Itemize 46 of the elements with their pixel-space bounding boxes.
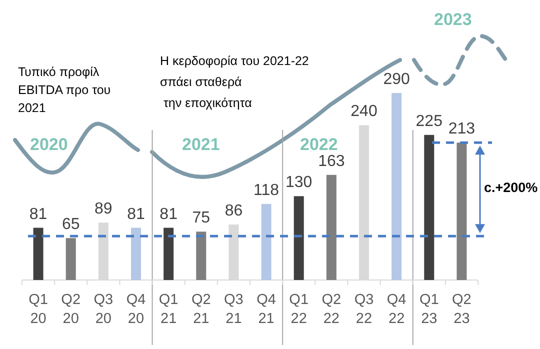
x-tick-label: Q3 21 bbox=[224, 292, 244, 327]
annotation: Τυπικό προφίλ EBITDA προ του 2021 bbox=[18, 65, 111, 115]
data-label: 118 bbox=[254, 182, 280, 199]
bar bbox=[164, 228, 174, 280]
annotation: c.+200% bbox=[484, 180, 538, 195]
x-tick-label: Q2 22 bbox=[322, 292, 342, 327]
data-label: 65 bbox=[62, 216, 80, 234]
bar bbox=[131, 228, 141, 280]
data-label: 86 bbox=[224, 202, 243, 220]
bar bbox=[33, 228, 44, 280]
text: 2023 bbox=[434, 10, 472, 29]
x-tick-label: Q1 21 bbox=[158, 292, 178, 327]
data-label: 290 bbox=[383, 71, 410, 88]
bar bbox=[261, 204, 272, 280]
data-label: 240 bbox=[350, 103, 378, 120]
annotation: 2021 bbox=[182, 135, 220, 154]
x-tick-label: Q4 21 bbox=[256, 292, 276, 327]
data-label: 81 bbox=[29, 206, 48, 223]
bar bbox=[326, 174, 336, 280]
data-label: 163 bbox=[318, 152, 345, 170]
bar bbox=[294, 196, 304, 280]
data-label: 225 bbox=[416, 112, 443, 130]
x-tick-label: Q2 20 bbox=[61, 292, 81, 327]
x-tick-label: Q2 23 bbox=[452, 292, 472, 327]
data-label: 81 bbox=[160, 206, 178, 223]
x-tick-label: Q4 22 bbox=[386, 292, 406, 327]
annotation: 2020 bbox=[30, 135, 68, 154]
data-label: 89 bbox=[94, 200, 112, 218]
bar bbox=[66, 238, 76, 280]
bar bbox=[424, 134, 434, 280]
bar bbox=[196, 232, 206, 280]
x-tick-label: Q3 22 bbox=[354, 292, 374, 327]
x-tick-label: Q3 20 bbox=[94, 292, 114, 327]
x-tick-label: Q4 20 bbox=[126, 292, 146, 327]
bar bbox=[392, 93, 402, 280]
x-tick-label: Q1 22 bbox=[289, 292, 309, 327]
data-label: 81 bbox=[127, 206, 145, 223]
bar bbox=[456, 142, 467, 280]
data-label: 75 bbox=[192, 210, 210, 227]
data-label: 130 bbox=[286, 174, 312, 192]
annotation: 2022 bbox=[300, 135, 338, 154]
x-tick-label: Q1 23 bbox=[419, 292, 439, 327]
x-tick-label: Q2 21 bbox=[191, 292, 211, 327]
annotation: Η κερδοφορία του 2021-22 σπάει σταθερά την εποχικότητα bbox=[160, 54, 309, 110]
data-label: 213 bbox=[448, 120, 476, 138]
x-tick-label: Q1 20 bbox=[28, 292, 48, 327]
